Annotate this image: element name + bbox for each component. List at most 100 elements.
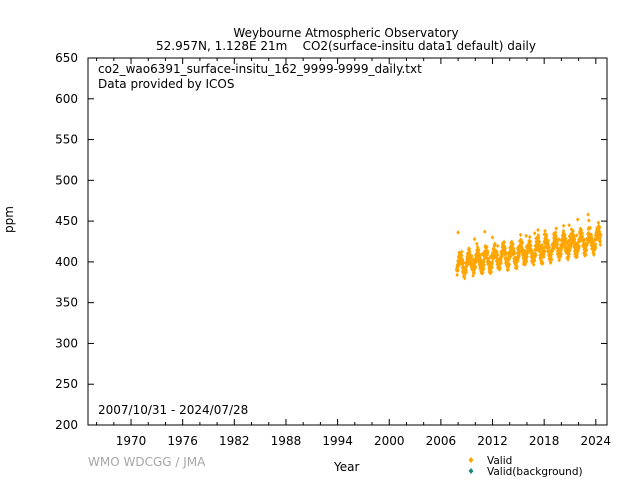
data-point: [577, 243, 581, 249]
data-point: [507, 262, 512, 267]
data-point: [593, 242, 598, 247]
data-point: [508, 254, 513, 259]
data-point: [533, 248, 538, 253]
data-point: [457, 262, 461, 267]
chart-subtitle: 52.957N, 1.128E 21m CO2(surface-insitu d…: [156, 39, 536, 53]
data-point: [549, 255, 553, 260]
legend: Valid Valid(background): [468, 455, 583, 478]
data-point: [536, 233, 541, 238]
data-point: [566, 257, 570, 262]
data-point: [525, 254, 529, 259]
data-point: [470, 260, 475, 266]
data-point-spike: [575, 217, 580, 222]
chart-title: Weybourne Atmospheric Observatory: [233, 26, 459, 40]
data-point-spike: [456, 230, 460, 235]
y-tick-label: 500: [55, 173, 78, 187]
data-point: [476, 258, 481, 263]
data-point: [498, 265, 502, 271]
x-tick-label: 2012: [477, 434, 508, 448]
data-point: [541, 254, 546, 260]
x-tick-label: 2024: [581, 434, 612, 448]
data-point: [567, 252, 571, 257]
data-point: [543, 249, 547, 254]
watermark: WMO WDCGG / JMA: [88, 455, 206, 469]
annotation-date-range: 2007/10/31 - 2024/07/28: [98, 403, 248, 417]
data-point: [521, 250, 526, 256]
data-point: [584, 252, 588, 257]
data-point: [469, 256, 474, 261]
data-point: [487, 258, 491, 264]
data-point: [503, 246, 507, 251]
data-point: [584, 247, 589, 253]
x-tick-label: 1994: [322, 434, 353, 448]
data-point: [477, 262, 482, 267]
data-point: [470, 253, 474, 259]
data-point: [528, 239, 533, 244]
data-point: [534, 242, 538, 248]
plot-annotations: co2_wao6391_surface-insitu_162_9999-9999…: [98, 62, 422, 417]
data-point: [459, 253, 464, 258]
data-point: [464, 268, 468, 273]
data-point: [505, 261, 510, 266]
data-point: [536, 235, 541, 241]
data-point: [460, 249, 464, 254]
data-point: [557, 255, 562, 261]
data-point-spike: [524, 233, 528, 238]
data-point: [489, 269, 493, 274]
data-point: [476, 247, 481, 253]
x-tick-label: 1982: [219, 434, 250, 448]
data-points: [454, 212, 603, 281]
data-point-spike: [586, 212, 590, 217]
data-point: [537, 239, 542, 244]
data-point: [593, 244, 598, 250]
data-point: [511, 242, 515, 247]
data-point: [559, 251, 563, 256]
data-point: [555, 248, 560, 254]
data-point: [481, 260, 486, 265]
data-point: [568, 245, 573, 250]
data-point: [526, 243, 531, 248]
data-point: [495, 256, 499, 261]
data-point: [544, 232, 549, 238]
data-point: [467, 249, 472, 254]
data-point: [504, 251, 508, 257]
data-point: [573, 247, 577, 253]
data-point: [475, 241, 479, 246]
data-point-spike: [543, 228, 547, 234]
data-point: [490, 260, 494, 266]
data-point: [495, 253, 500, 258]
data-point-spike: [532, 231, 537, 236]
data-point: [521, 261, 526, 267]
y-tick-label: 650: [55, 51, 78, 65]
data-point: [555, 242, 560, 247]
data-point: [586, 230, 591, 236]
data-point: [595, 232, 600, 237]
axis-ticks: 200 250 300 350 400 450 500 550 600 650 1970 1976 19…: [55, 51, 611, 448]
data-point: [540, 242, 544, 248]
data-point: [462, 273, 467, 278]
data-point: [481, 267, 486, 272]
y-tick-label: 600: [55, 92, 78, 106]
data-point: [598, 242, 603, 247]
data-point: [561, 228, 566, 234]
data-point: [540, 260, 545, 265]
data-point-spike: [596, 220, 601, 225]
data-point: [499, 258, 503, 263]
data-point: [520, 240, 525, 245]
data-point: [585, 241, 590, 246]
data-point: [478, 252, 483, 258]
data-point: [480, 270, 485, 276]
data-point: [572, 237, 577, 242]
data-point: [546, 238, 550, 243]
data-point: [493, 241, 497, 246]
data-point: [499, 260, 503, 266]
data-point: [502, 239, 506, 245]
data-point: [532, 257, 537, 263]
data-point: [588, 225, 592, 231]
data-point: [461, 259, 465, 265]
data-point: [489, 254, 493, 259]
y-tick-label: 200: [55, 418, 78, 432]
data-point: [580, 231, 585, 236]
data-point: [456, 267, 460, 273]
y-axis-label: ppm: [2, 206, 16, 233]
